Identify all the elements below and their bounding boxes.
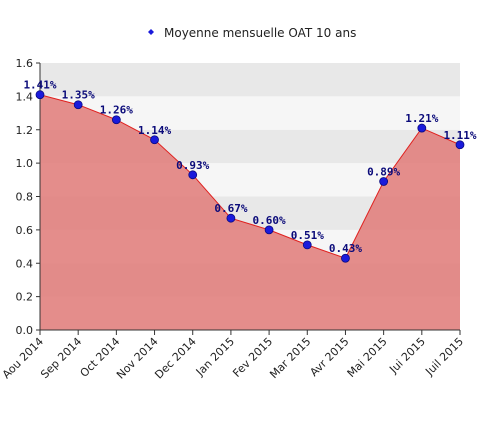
series-line [39, 94, 461, 259]
data-label: 1.11% [443, 129, 476, 142]
data-label: 1.14% [138, 124, 171, 137]
legend: Moyenne mensuelle OAT 10 ans [148, 26, 356, 40]
data-point [379, 177, 389, 186]
y-tick-labels: 0.0 0.2 0.4 0.6 0.8 1.0 1.2 1.4 1.6 [16, 57, 34, 337]
y-tick-label: 0.0 [16, 324, 34, 337]
x-tick-label: Aou 2014 [0, 335, 46, 381]
data-labels: 1.41% 1.35% 1.26% 1.14% 0.93% 0.67% 0.60% 0.51%… [23, 79, 476, 256]
x-tick-label: Sep 2014 [38, 335, 84, 381]
markers [35, 90, 465, 263]
x-tick-label: Jui 2015 [386, 335, 428, 377]
area-fill [40, 94, 460, 330]
x-tick-label: Mar 2015 [267, 335, 313, 381]
x-tick-label: Dec 2014 [152, 335, 199, 382]
data-point [455, 140, 465, 150]
data-label: 1.26% [100, 104, 133, 117]
data-label: 0.89% [367, 165, 400, 178]
data-label: 0.60% [253, 214, 286, 227]
x-tick-label: Mai 2015 [345, 335, 390, 380]
data-point [226, 213, 236, 223]
data-point [150, 135, 159, 145]
data-point [264, 225, 274, 235]
data-point [341, 253, 350, 263]
grid-band [40, 63, 460, 97]
data-label: 0.43% [329, 242, 362, 255]
data-label: 0.51% [291, 229, 324, 242]
y-tick-label: 0.2 [16, 291, 34, 304]
y-tick-label: 1.6 [16, 57, 34, 70]
legend-marker [148, 29, 154, 35]
data-point [417, 123, 427, 133]
x-tick-label: Jan 2015 [193, 335, 237, 379]
y-tick-label: 1.2 [16, 124, 34, 137]
area-layer [39, 94, 461, 330]
data-label: 0.67% [214, 202, 247, 215]
y-tick-label: 0.8 [16, 191, 34, 204]
data-point [188, 170, 198, 180]
data-label: 0.93% [176, 159, 209, 172]
data-label: 1.41% [23, 79, 56, 92]
data-point [35, 90, 45, 100]
x-tick-label: Juil 2015 [422, 335, 466, 379]
y-tick-label: 0.4 [16, 257, 34, 270]
data-label: 1.21% [405, 112, 438, 125]
data-point [73, 100, 83, 110]
legend-label: Moyenne mensuelle OAT 10 ans [164, 26, 356, 40]
y-tick-label: 0.6 [16, 224, 34, 237]
y-tick-label: 1.0 [16, 157, 34, 170]
data-point [302, 240, 312, 250]
y-tick-label: 1.4 [16, 90, 34, 103]
data-label: 1.35% [62, 89, 95, 102]
data-point [111, 115, 121, 125]
axes [36, 62, 461, 335]
